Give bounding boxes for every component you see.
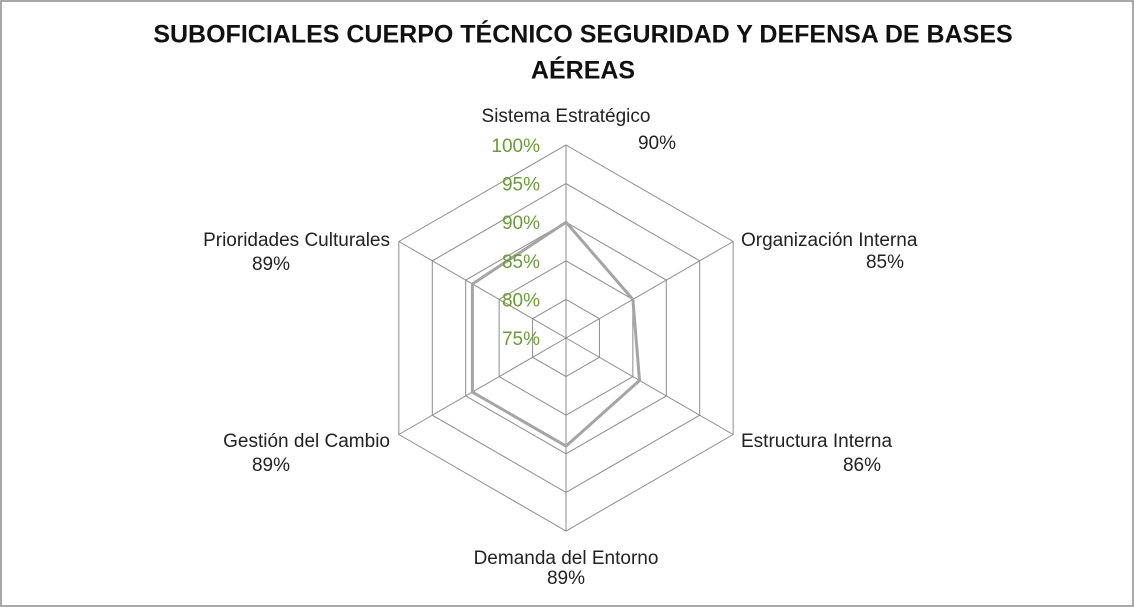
category-label: Sistema Estratégico	[482, 106, 651, 127]
category-label: Estructura Interna	[741, 431, 892, 452]
r-tick-label: 90%	[502, 213, 540, 234]
value-label: 89%	[252, 455, 290, 476]
value-label: 86%	[843, 455, 881, 476]
r-tick-label: 95%	[502, 175, 540, 196]
category-label: Demanda del Entorno	[474, 548, 659, 569]
r-tick-label: 100%	[491, 136, 540, 157]
value-label: 89%	[547, 568, 585, 589]
chart-title: SUBOFICIALES CUERPO TÉCNICO SEGURIDAD Y …	[153, 20, 1012, 49]
category-label: Prioridades Culturales	[203, 230, 390, 251]
series-line	[470, 220, 642, 448]
category-label: Organización Interna	[741, 230, 918, 251]
spoke	[398, 337, 567, 435]
value-label: 89%	[252, 254, 290, 275]
spoke	[565, 241, 734, 339]
spoke	[398, 241, 567, 339]
r-tick-label: 80%	[502, 290, 540, 311]
r-tick-label: 75%	[502, 329, 540, 350]
r-tick-label: 85%	[502, 252, 540, 273]
spoke	[565, 337, 734, 435]
chart-title: AÉREAS	[531, 56, 635, 85]
value-label: 85%	[866, 252, 904, 273]
category-label: Gestión del Cambio	[223, 431, 390, 452]
value-label: 90%	[638, 133, 676, 154]
